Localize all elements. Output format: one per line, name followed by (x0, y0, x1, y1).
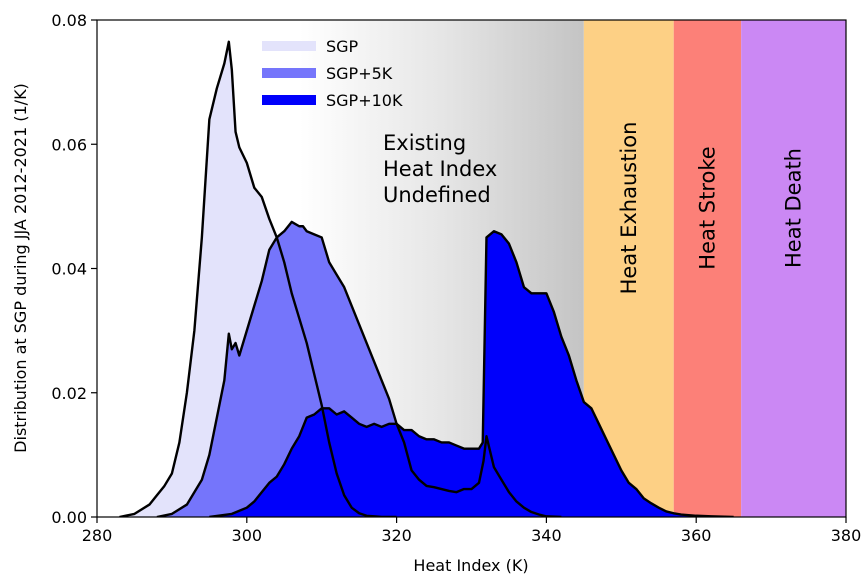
series-line-sgp-5k (156, 220, 562, 517)
x-tick-label: 360 (681, 526, 712, 545)
x-tick-label: 280 (82, 526, 113, 545)
y-tick-label: 0.06 (51, 135, 87, 154)
series-area-sgp-10k (209, 231, 734, 517)
legend-label-sgp: SGP (326, 37, 359, 56)
region-labels: Existing Heat Index Undefined Heat Exhausti… (383, 122, 806, 295)
series-areas (119, 40, 734, 517)
region-label-heat-death: Heat Death (782, 148, 806, 268)
y-tick-label: 0.00 (51, 508, 87, 527)
x-tick-label: 380 (831, 526, 862, 545)
y-tick-label: 0.04 (51, 260, 87, 279)
legend-label-sgp-5k: SGP+5K (326, 64, 393, 83)
x-axis-label: Heat Index (K) (413, 556, 528, 575)
series-line-sgp (119, 40, 397, 517)
legend-swatch-sgp (262, 41, 316, 51)
legend-label-sgp-10k: SGP+10K (326, 91, 403, 110)
legend-swatch-sgp-5k (262, 68, 316, 78)
region-label-heat-stroke: Heat Stroke (695, 146, 719, 269)
region-band-heat-stroke (673, 20, 742, 517)
y-axis-label: Distribution at SGP during JJA 2012-2021… (11, 83, 30, 453)
y-tick-label: 0.02 (51, 384, 87, 403)
legend: SGP SGP+5K SGP+10K (262, 37, 403, 110)
region-label-heat-exhaustion: Heat Exhaustion (617, 122, 641, 295)
y-tick-label: 0.08 (51, 11, 87, 30)
series-area-sgp (119, 41, 397, 517)
x-tick-label: 320 (381, 526, 412, 545)
y-axis-ticks: 0.00 0.02 0.04 0.06 0.08 (51, 11, 97, 527)
x-axis-ticks: 280 300 320 340 360 380 (82, 517, 862, 545)
region-label-existing-heat-index-undefined: Existing Heat Index Undefined (383, 131, 497, 207)
region-band-heat-death (741, 20, 846, 517)
legend-swatch-sgp-10k (262, 95, 316, 105)
x-tick-label: 340 (531, 526, 562, 545)
x-tick-label: 300 (232, 526, 263, 545)
series-line-sgp-10k (209, 230, 734, 517)
